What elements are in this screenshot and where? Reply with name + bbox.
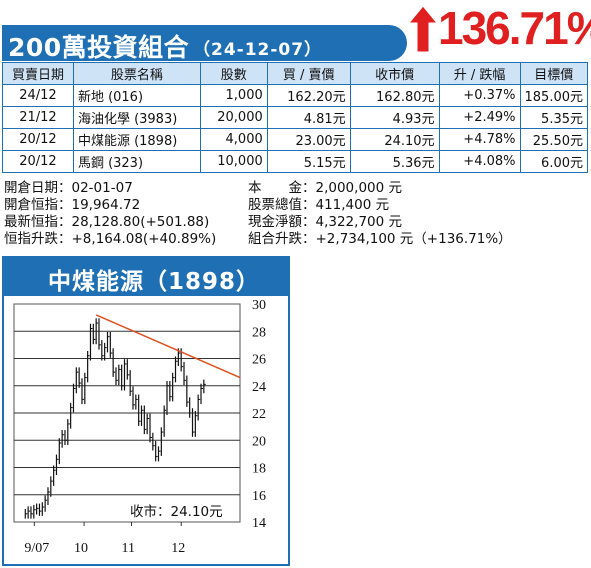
chart-banner (2, 256, 290, 296)
x-tick-label: 9/07 (24, 541, 49, 556)
cell-close: 5.36元 (349, 150, 440, 173)
y-tick-label: 14 (252, 516, 266, 531)
y-tick-label: 16 (252, 489, 266, 504)
cell-date: 20/12 (2, 128, 74, 151)
y-tick-label: 22 (252, 407, 266, 422)
cell-target: 5.35元 (519, 106, 588, 129)
col-header-stock: 股票名稱 (72, 62, 201, 85)
col-header-shares: 股數 (199, 62, 268, 85)
cell-price: 4.81元 (266, 106, 351, 129)
cell-stock: 中煤能源 (1898) (72, 128, 201, 151)
cell-date: 20/12 (2, 150, 74, 173)
chart-frame (2, 296, 290, 566)
stock-price-chart: 14 16 18 20 22 24 26 28 30 9/07 10 11 12 收市：24.10元 (13, 298, 266, 556)
info-hsi-change: 恒指升跌：+8,164.08(+40.89%) (4, 231, 217, 247)
col-header-price: 買 / 賣價 (266, 62, 351, 85)
info-portfolio-change: 組合升跌：+2,734,100 元（+136.71%） (248, 231, 512, 247)
x-tick-label: 11 (122, 541, 135, 556)
cell-target: 6.00元 (519, 150, 588, 173)
y-tick-label: 30 (252, 298, 266, 313)
cell-shares: 1,000 (199, 84, 268, 107)
cell-price: 23.00元 (266, 128, 351, 151)
holdings-table: 買賣日期 股票名稱 股數 買 / 賣價 收市價 升 / 跌幅 目標價 24/12… (2, 62, 588, 173)
x-tick-label: 10 (74, 541, 88, 556)
table-header-row: 買賣日期 股票名稱 股數 買 / 賣價 收市價 升 / 跌幅 目標價 (2, 62, 588, 85)
table-row: 20/12 馬鋼 (323) 10,000 5.15元 5.36元 +4.08%… (2, 150, 588, 173)
cell-change: +2.49% (438, 106, 521, 129)
info-stock-value: 股票總值：411,400 元 (248, 197, 390, 213)
cell-stock: 馬鋼 (323) (72, 150, 201, 173)
cell-change: +4.78% (438, 128, 521, 151)
table-row: 24/12 新地 (016) 1,000 162.20元 162.80元 +0.… (2, 84, 588, 107)
y-tick-label: 24 (252, 380, 266, 395)
page-title: 200萬投資組合 (8, 33, 190, 62)
cell-close: 4.93元 (349, 106, 440, 129)
title-banner (2, 25, 407, 61)
close-annotation: 收市：24.10元 (130, 503, 223, 520)
cell-shares: 4,000 (199, 128, 268, 151)
cell-target: 185.00元 (519, 84, 588, 107)
cell-close: 162.80元 (349, 84, 440, 107)
cell-date: 21/12 (2, 106, 74, 129)
return-percentage: 136.71% (438, 2, 591, 54)
cell-shares: 20,000 (199, 106, 268, 129)
y-tick-label: 26 (252, 353, 266, 368)
col-header-change: 升 / 跌幅 (438, 62, 521, 85)
y-tick-label: 18 (252, 462, 266, 477)
portfolio-date: （24-12-07） (193, 40, 323, 60)
cell-target: 25.50元 (519, 128, 588, 151)
cell-shares: 10,000 (199, 150, 268, 173)
cell-date: 24/12 (2, 84, 74, 107)
cell-stock: 海油化學 (3983) (72, 106, 201, 129)
info-capital: 本 金：2,000,000 元 (248, 180, 402, 196)
x-tick-label: 12 (171, 541, 185, 556)
info-open-date: 開倉日期：02-01-07 (4, 180, 133, 196)
cell-close: 24.10元 (349, 128, 440, 151)
cell-price: 5.15元 (266, 150, 351, 173)
col-header-date: 買賣日期 (2, 62, 74, 85)
info-latest-hsi: 最新恒指：28,128.80(+501.88) (4, 214, 210, 230)
col-header-close: 收市價 (349, 62, 440, 85)
col-header-target: 目標價 (519, 62, 588, 85)
up-arrow-icon (408, 5, 438, 53)
y-tick-label: 28 (252, 325, 266, 340)
cell-change: +0.37% (438, 84, 521, 107)
cell-stock: 新地 (016) (72, 84, 201, 107)
resistance-trendline (95, 314, 241, 379)
table-row: 21/12 海油化學 (3983) 20,000 4.81元 4.93元 +2.… (2, 106, 588, 129)
chart-title: 中煤能源（1898） (48, 269, 261, 295)
info-open-hsi: 開倉恒指：19,964.72 (4, 197, 141, 213)
y-tick-label: 20 (252, 434, 266, 449)
cell-price: 162.20元 (266, 84, 351, 107)
cell-change: +4.08% (438, 150, 521, 173)
portfolio-header: 200萬投資組合 （24-12-07） 136.71% (0, 0, 591, 62)
info-net-cash: 現金淨額：4,322,700 元 (248, 214, 402, 230)
table-row: 20/12 中煤能源 (1898) 4,000 23.00元 24.10元 +4… (2, 128, 588, 151)
